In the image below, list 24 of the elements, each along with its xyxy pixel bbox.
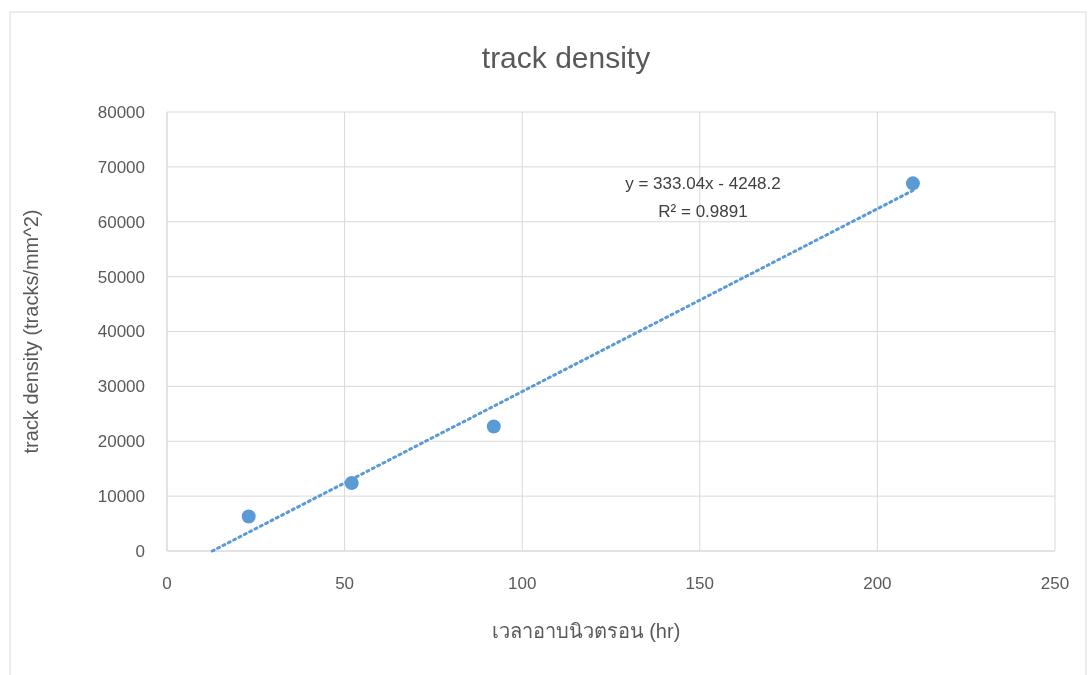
y-tick-label: 80000: [97, 102, 145, 122]
y-tick-label: 30000: [97, 377, 145, 397]
y-tick-label: 60000: [97, 212, 145, 232]
annotation: R² = 0.9891: [658, 202, 748, 221]
chart-title: track density: [481, 41, 651, 74]
y-tick-label: 50000: [97, 267, 145, 287]
x-tick-label: 250: [1040, 574, 1070, 593]
point: [905, 176, 920, 191]
annotation: y = 333.04x - 4248.2: [625, 174, 781, 193]
y-tick-label: 10000: [97, 487, 145, 507]
x-tick-label: 50: [335, 574, 355, 593]
x-tick-label: 200: [863, 574, 892, 593]
x-tick-label: 150: [685, 574, 714, 593]
x-axis-title: เวลาอาบนิวตรอน (hr): [491, 620, 681, 642]
point: [486, 419, 501, 434]
y-tick-label: 70000: [97, 157, 145, 177]
point: [241, 509, 256, 524]
x-tick-label: 0: [162, 574, 172, 593]
y-tick-label: 40000: [97, 322, 145, 342]
x-tick-label: 100: [508, 574, 537, 593]
point: [344, 475, 359, 490]
y-axis-title: track density (tracks/mm^2): [20, 209, 42, 454]
y-tick-label: 0: [135, 541, 145, 561]
y-tick-label: 20000: [97, 432, 145, 452]
